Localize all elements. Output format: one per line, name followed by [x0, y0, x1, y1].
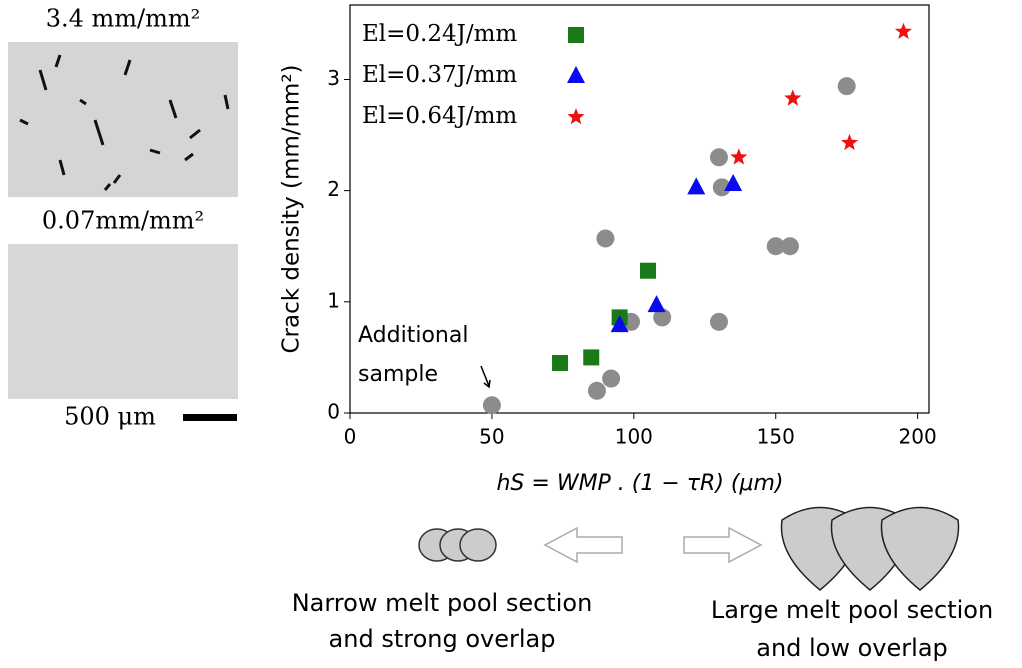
caption: and strong overlap: [329, 625, 556, 653]
arrow-right: [683, 526, 763, 564]
large-pools: [780, 506, 960, 591]
scale-bar: [183, 414, 237, 421]
micrograph: [8, 244, 238, 399]
x-tick-label: 150: [757, 425, 795, 449]
point: [724, 173, 743, 191]
arrow-left: [543, 526, 623, 564]
legend-label: El=0.24J/mm: [362, 21, 517, 47]
y-tick-label: 0: [327, 400, 340, 424]
panel-label: 0.07mm/mm²: [42, 207, 204, 235]
point: [712, 178, 731, 197]
point: [841, 133, 859, 151]
y-axis-label: Crack density (mm/mm²): [279, 64, 305, 353]
x-tick-label: 0: [344, 425, 357, 449]
point: [552, 354, 569, 371]
annotation-arrow: [480, 365, 491, 389]
caption: and low overlap: [756, 634, 948, 662]
panel-label: 3.4 mm/mm²: [46, 5, 201, 33]
point: [894, 22, 912, 39]
annotation: sample: [358, 362, 438, 387]
micrograph: [8, 42, 238, 197]
x-tick-label: 50: [479, 425, 504, 449]
caption: Large melt pool section: [711, 596, 993, 624]
point: [687, 177, 706, 195]
point: [780, 237, 799, 256]
legend-marker: [567, 66, 585, 83]
point: [730, 148, 748, 165]
legend-label: El=0.64J/mm: [362, 103, 517, 129]
scale-bar-label: 500 μm: [64, 403, 156, 431]
y-tick-label: 2: [327, 177, 340, 201]
x-tick-label: 100: [615, 425, 653, 449]
plot-frame: [349, 4, 930, 414]
x-tick-label: 200: [899, 425, 937, 449]
y-tick-label: 1: [327, 288, 340, 312]
point: [653, 308, 672, 327]
point: [766, 237, 785, 256]
point: [640, 262, 657, 279]
point: [709, 312, 728, 331]
x-axis-label: hS = WMP . (1 − τR) (μm): [496, 471, 783, 496]
point: [587, 381, 606, 400]
legend-label: El=0.37J/mm: [362, 62, 517, 88]
point: [784, 89, 802, 106]
point: [583, 349, 600, 366]
point: [602, 369, 621, 388]
point: [647, 295, 666, 313]
point: [709, 148, 728, 167]
legend-marker: [568, 27, 584, 43]
small-pools: [418, 528, 497, 562]
legend-marker: [567, 108, 585, 125]
y-tick-label: 3: [327, 66, 340, 90]
crack-marks: [19, 54, 230, 191]
point: [837, 77, 856, 96]
caption: Narrow melt pool section: [292, 589, 593, 617]
point: [610, 315, 629, 333]
point: [482, 396, 501, 415]
annotation: Additional: [358, 323, 468, 348]
point: [596, 229, 615, 248]
